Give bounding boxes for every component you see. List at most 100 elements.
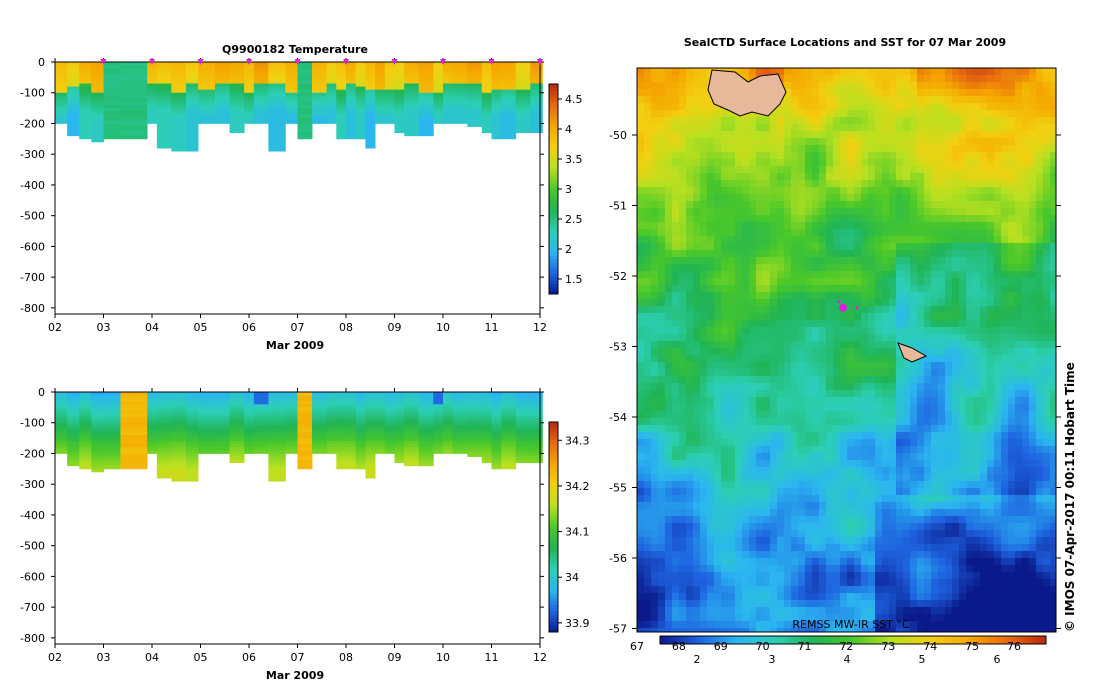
sst-cell: [994, 278, 1001, 285]
sst-cell: [826, 96, 833, 103]
section-cell: [481, 86, 492, 91]
sst-cell: [896, 236, 903, 243]
sst-cell: [742, 390, 749, 397]
sst-cell: [1008, 208, 1015, 215]
sst-cell: [854, 194, 861, 201]
sst-cell: [784, 383, 791, 390]
section-cell: [91, 401, 104, 405]
section-cell: [253, 398, 269, 402]
section-cell: [215, 117, 230, 121]
section-cell: [515, 68, 531, 72]
section-cell: [418, 398, 434, 402]
section-cell: [171, 123, 187, 127]
section-cell: [355, 132, 366, 137]
sst-cell: [938, 194, 945, 201]
sst-cell: [840, 355, 847, 362]
sst-cell: [784, 131, 791, 138]
section-cell: [171, 410, 187, 414]
sst-cell: [763, 320, 770, 327]
sst-cell: [987, 222, 994, 229]
sst-cell: [721, 173, 728, 180]
sst-cell: [728, 278, 735, 285]
section-cell: [171, 89, 187, 94]
section-cell: [229, 126, 245, 131]
sst-cell: [756, 306, 763, 313]
sst-cell: [931, 222, 938, 229]
colorbar-segment: [549, 576, 558, 580]
sst-cell: [770, 201, 777, 208]
section-cell: [384, 71, 395, 75]
sst-cell: [637, 376, 644, 383]
sst-cell: [1001, 348, 1008, 355]
sst-cell: [1043, 215, 1050, 222]
colorbar-segment: [549, 154, 558, 158]
sst-cell: [896, 327, 903, 334]
section-cell: [355, 71, 366, 75]
sst-cell: [896, 82, 903, 89]
sst-cell: [777, 264, 784, 271]
sst-cell: [749, 306, 756, 313]
section-cell: [312, 71, 327, 75]
sst-cell: [847, 222, 854, 229]
sst-cell: [679, 292, 686, 299]
sst-cell: [1043, 110, 1050, 117]
section-cell: [55, 98, 68, 103]
sst-cell: [987, 292, 994, 299]
sst-cell: [686, 257, 693, 264]
sst-cell: [924, 201, 931, 208]
sst-cell: [1001, 159, 1008, 166]
section-cell: [452, 425, 468, 430]
sst-cell: [763, 397, 770, 404]
sst-cell: [749, 271, 756, 278]
sst-cell: [1043, 187, 1050, 194]
sst-cell: [665, 355, 672, 362]
sst-cell: [742, 187, 749, 194]
x-tick-label: 07: [291, 651, 305, 664]
sst-cell: [679, 89, 686, 96]
sst-cell: [854, 131, 861, 138]
section-cell: [346, 422, 357, 427]
section-cell: [79, 431, 92, 436]
section-cell: [491, 453, 502, 457]
sst-cell: [840, 327, 847, 334]
sst-cell: [770, 187, 777, 194]
sst-cell: [889, 201, 896, 208]
section-cell: [467, 416, 483, 421]
sst-cell: [735, 131, 742, 138]
sst-cell: [910, 397, 917, 404]
sst-cell: [819, 187, 826, 194]
sst-cell: [868, 306, 875, 313]
sst-cell: [931, 89, 938, 96]
section-cell: [120, 462, 148, 467]
sst-cell: [973, 68, 980, 75]
sst-cell: [658, 124, 665, 131]
sst-cell: [756, 68, 763, 75]
section-cell: [515, 105, 531, 109]
sst-cell: [833, 348, 840, 355]
sst-cell: [882, 145, 889, 152]
sst-cell: [707, 68, 714, 75]
sst-cell: [1050, 334, 1056, 341]
sst-cell: [798, 264, 805, 271]
sst-cell: [686, 145, 693, 152]
sst-cell: [840, 236, 847, 243]
sst-cell: [833, 334, 840, 341]
sst-cell: [882, 334, 889, 341]
sst-cell: [868, 75, 875, 82]
sst-cell: [637, 271, 644, 278]
section-cell: [375, 404, 386, 408]
sst-cell: [924, 145, 931, 152]
section-cell: [355, 123, 366, 127]
section-cell: [384, 416, 395, 421]
sst-cell: [931, 215, 938, 222]
sst-cell: [693, 96, 700, 103]
section-cell: [91, 92, 104, 97]
sst-cell: [931, 124, 938, 131]
sst-cell: [1015, 96, 1022, 103]
sst-cell: [903, 110, 910, 117]
section-cell: [336, 404, 347, 408]
section-cell: [185, 132, 199, 137]
sst-cell: [658, 278, 665, 285]
sst-cell: [1050, 292, 1056, 299]
section-cell: [384, 108, 395, 112]
